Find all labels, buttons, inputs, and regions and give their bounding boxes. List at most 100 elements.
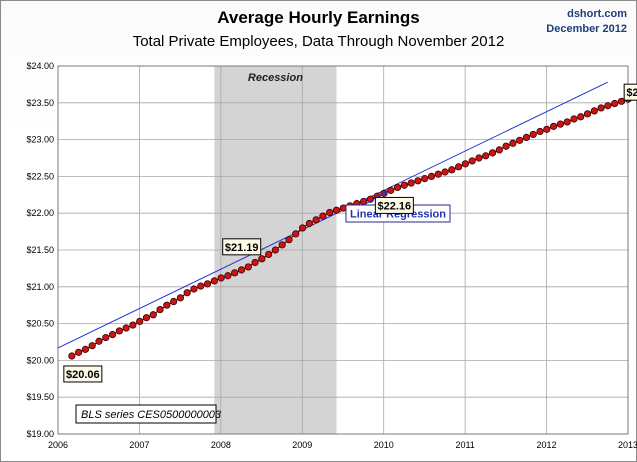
data-point xyxy=(516,136,524,144)
data-point xyxy=(285,236,293,244)
data-point xyxy=(122,324,130,332)
y-tick-label: $22.00 xyxy=(26,208,54,218)
data-point xyxy=(183,289,191,297)
value-callout: $23.59 xyxy=(626,87,637,99)
data-point xyxy=(495,146,503,154)
data-point xyxy=(136,317,144,325)
value-callout-box xyxy=(222,238,262,256)
data-point xyxy=(312,216,320,224)
data-point xyxy=(292,230,300,238)
regression-label: Linear Regression xyxy=(350,209,446,221)
x-tick-label: 2008 xyxy=(211,440,231,450)
data-point xyxy=(509,139,517,147)
series-note: BLS series CES0500000003 xyxy=(81,409,222,421)
data-point xyxy=(597,104,605,112)
value-callout-box xyxy=(374,196,414,214)
data-point xyxy=(543,125,551,133)
data-point xyxy=(217,274,225,282)
source-date: December 2012 xyxy=(546,23,627,35)
source-site: dshort.com xyxy=(567,8,627,20)
data-point xyxy=(590,107,598,115)
data-point xyxy=(265,250,273,259)
y-tick-label: $20.00 xyxy=(26,355,54,365)
source-credit: dshort.com December 2012 xyxy=(546,7,627,37)
value-callout: $20.06 xyxy=(66,369,100,381)
y-tick-label: $21.00 xyxy=(26,282,54,292)
data-point xyxy=(68,352,76,360)
x-tick-label: 2010 xyxy=(374,440,394,450)
data-point xyxy=(81,345,90,353)
data-point xyxy=(468,157,476,165)
data-point xyxy=(407,179,415,187)
y-tick-label: $23.00 xyxy=(26,135,54,145)
data-point xyxy=(482,152,490,160)
data-point xyxy=(441,168,449,176)
data-point xyxy=(278,241,286,249)
plot-border xyxy=(57,65,629,435)
data-point xyxy=(414,177,422,185)
data-point xyxy=(427,172,436,180)
data-point xyxy=(326,208,334,217)
series-note-box xyxy=(75,404,217,424)
data-point xyxy=(156,306,164,314)
data-point xyxy=(95,337,103,345)
x-tick-label: 2013 xyxy=(618,440,637,450)
data-point xyxy=(163,301,171,309)
data-point xyxy=(502,142,510,150)
y-tick-label: $23.50 xyxy=(26,98,54,108)
value-callout: $22.16 xyxy=(378,200,412,212)
chart-title: Average Hourly Earnings xyxy=(217,8,420,27)
data-point xyxy=(563,118,571,126)
data-point xyxy=(251,258,259,267)
data-point xyxy=(536,127,544,136)
data-point xyxy=(170,297,178,306)
data-point xyxy=(271,246,280,254)
x-tick-label: 2009 xyxy=(292,440,312,450)
x-tick-label: 2012 xyxy=(537,440,557,450)
data-point xyxy=(583,110,592,118)
data-point xyxy=(149,311,157,319)
x-tick-label: 2011 xyxy=(455,440,474,450)
data-point xyxy=(190,285,198,293)
data-point xyxy=(611,99,619,108)
chart-subtitle: Total Private Employees, Data Through No… xyxy=(132,33,505,50)
data-point xyxy=(529,130,537,139)
regression-arrowhead xyxy=(382,189,388,196)
y-tick-label: $19.50 xyxy=(26,392,54,402)
data-point xyxy=(108,331,117,339)
data-point xyxy=(88,342,96,350)
y-tick-label: $19.00 xyxy=(26,429,54,439)
value-callout: $21.19 xyxy=(225,242,259,254)
data-point xyxy=(75,348,83,356)
data-point xyxy=(461,160,469,168)
data-point xyxy=(129,321,137,329)
y-tick-label: $21.50 xyxy=(26,245,54,255)
value-callout-box xyxy=(63,365,103,383)
data-point xyxy=(244,263,252,271)
data-point xyxy=(434,170,442,178)
data-point xyxy=(231,269,239,277)
data-point xyxy=(298,224,307,232)
data-point xyxy=(319,212,327,220)
data-point xyxy=(570,115,578,123)
data-point xyxy=(102,333,110,342)
data-point xyxy=(400,181,408,189)
data-point xyxy=(203,280,212,288)
data-point xyxy=(210,277,218,285)
x-tick-label: 2007 xyxy=(129,440,149,450)
value-callout-box xyxy=(623,83,637,101)
data-point xyxy=(258,255,266,263)
data-point xyxy=(237,266,246,274)
data-point xyxy=(421,175,429,183)
data-point xyxy=(604,102,612,110)
data-point xyxy=(550,122,558,130)
data-point xyxy=(488,149,497,157)
x-tick-label: 2006 xyxy=(48,440,68,450)
data-point xyxy=(224,272,232,280)
recession-label: Recession xyxy=(248,72,303,84)
data-point xyxy=(577,113,585,121)
regression-line xyxy=(57,81,608,349)
data-point xyxy=(475,154,483,162)
data-point xyxy=(522,133,531,141)
